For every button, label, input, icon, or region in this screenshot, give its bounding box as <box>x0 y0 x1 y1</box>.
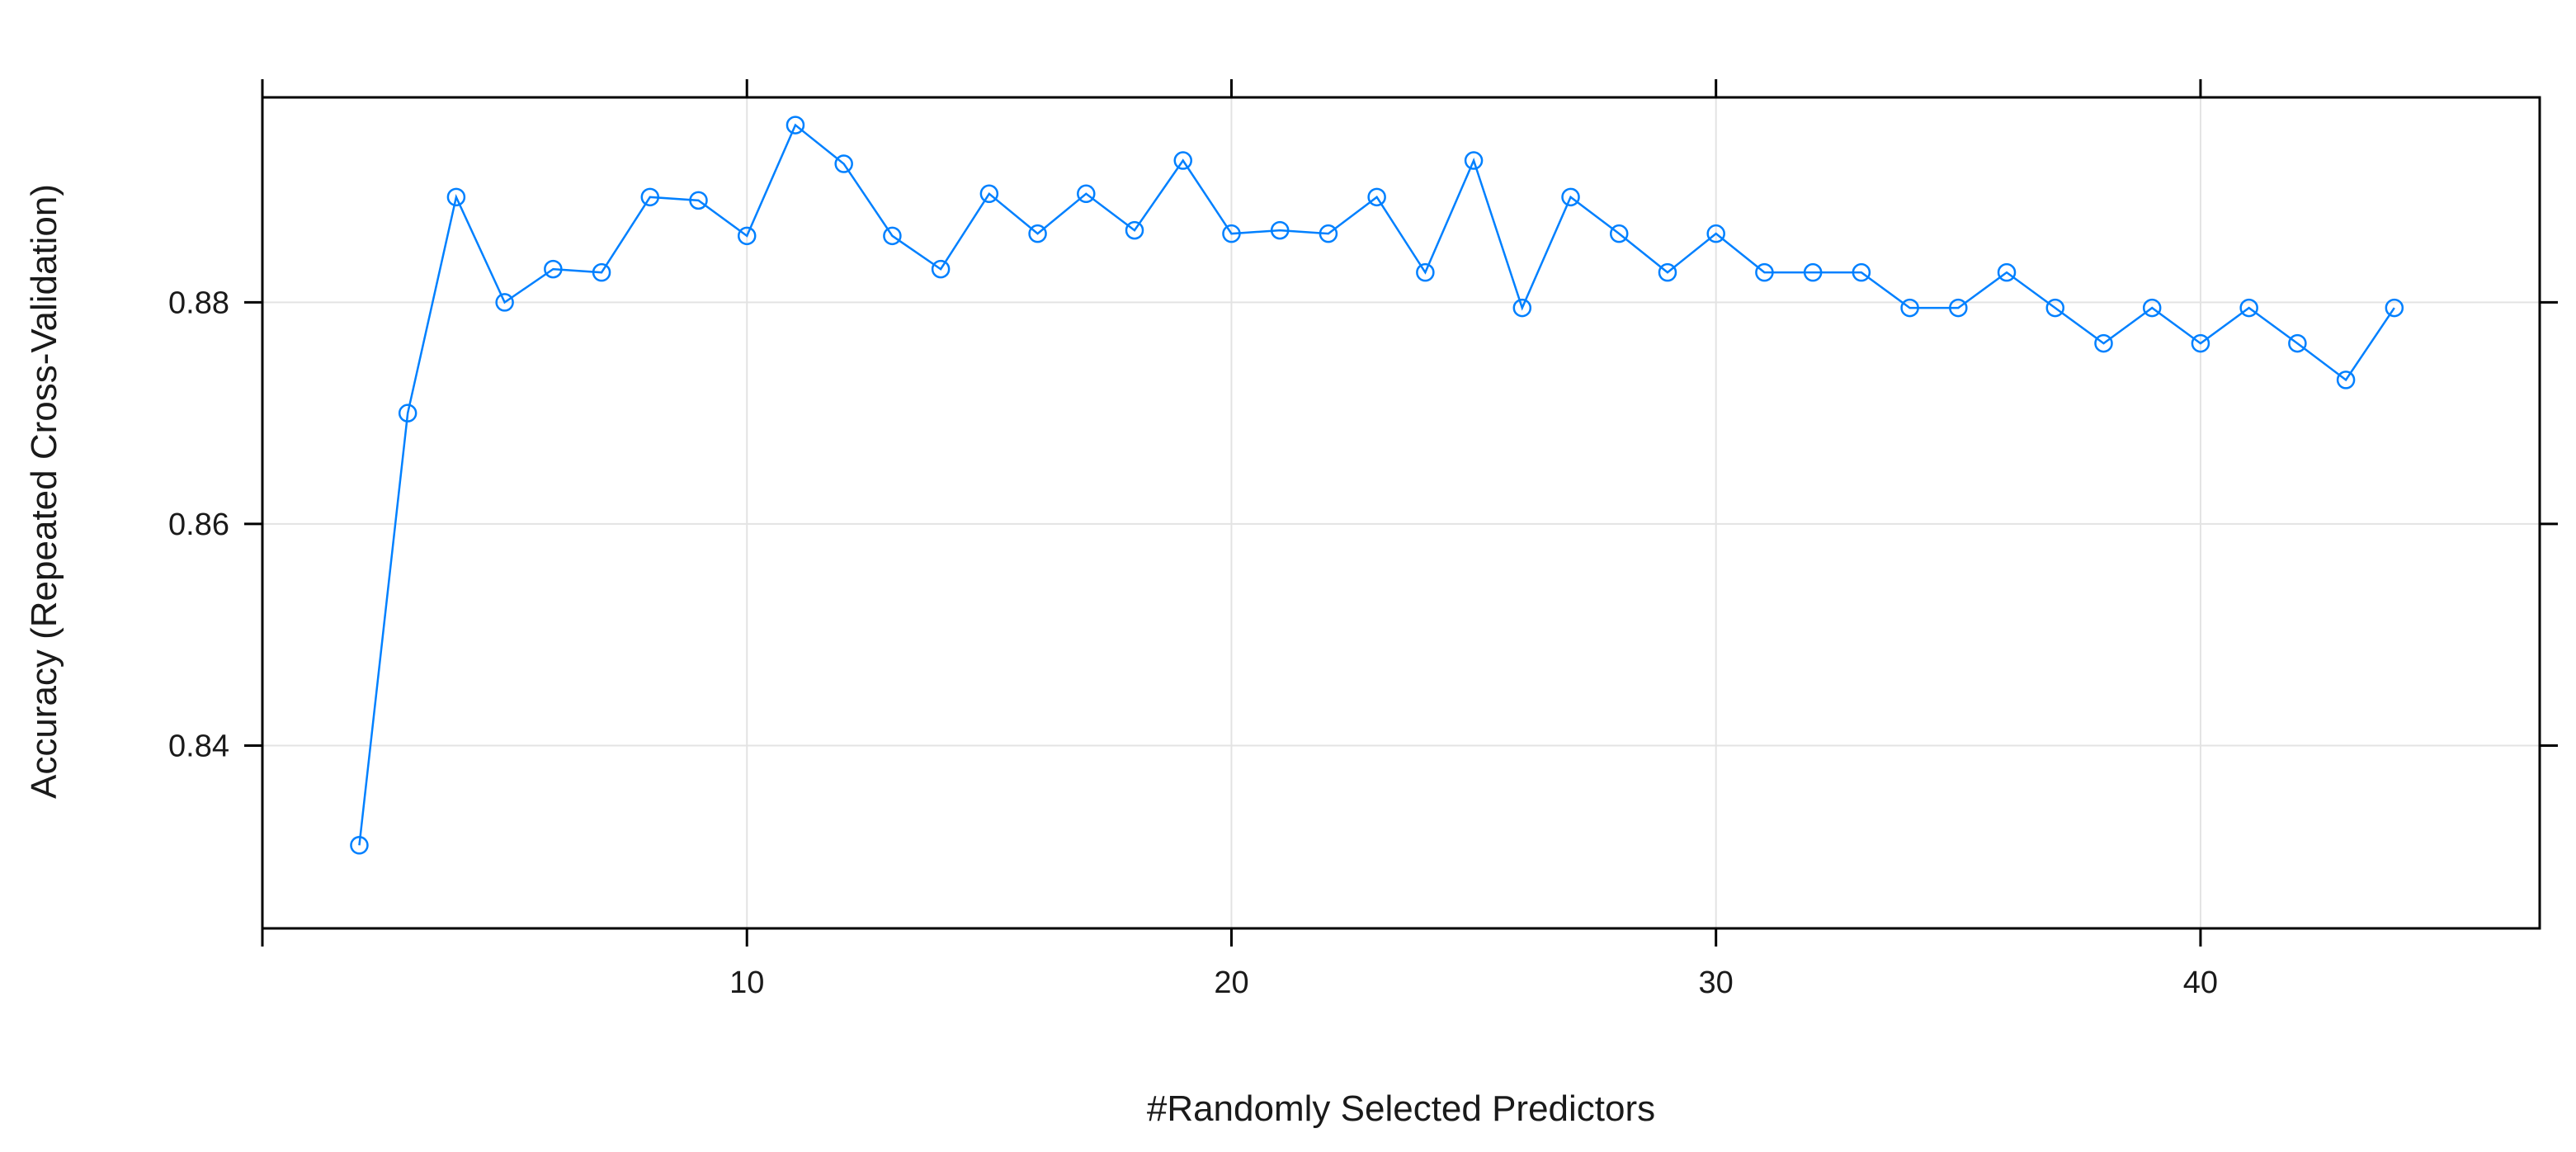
series-line <box>358 123 2395 846</box>
data-point <box>1464 151 1484 170</box>
data-point <box>2385 298 2404 318</box>
x-tick-label: 10 <box>729 966 764 1000</box>
data-point <box>2094 333 2113 353</box>
data-point <box>592 262 611 282</box>
y-tick-label: 0.88 <box>168 286 229 320</box>
data-point <box>1416 262 1435 282</box>
data-point <box>1610 224 1629 243</box>
data-point <box>1852 262 1871 282</box>
data-point <box>883 226 902 246</box>
x-axis-title: #Randomly Selected Predictors <box>1147 1088 1655 1129</box>
axis-labels: 10 20 30 40 0.84 0.86 0.88 #Randomly Selected P… <box>24 184 2218 1129</box>
data-point <box>544 259 563 279</box>
data-point <box>1561 187 1580 207</box>
data-point <box>1900 298 1919 318</box>
data-point <box>1512 298 1532 318</box>
data-point <box>2142 298 2162 318</box>
data-point <box>446 187 466 207</box>
data-point <box>398 404 418 423</box>
data-point <box>1173 151 1192 170</box>
x-tick-label: 40 <box>2183 966 2218 1000</box>
grid-lines <box>262 97 2540 928</box>
data-point <box>1077 184 1096 204</box>
data-point <box>931 259 951 279</box>
data-point <box>2191 333 2210 353</box>
data-point <box>689 191 708 210</box>
y-tick-label: 0.84 <box>168 729 229 763</box>
data-point <box>1803 262 1823 282</box>
data-series <box>350 116 2404 855</box>
data-point <box>1028 224 1047 243</box>
data-point <box>1222 224 1241 243</box>
data-point <box>1270 220 1290 240</box>
data-point <box>786 116 805 135</box>
data-point <box>1997 262 2017 282</box>
axes <box>244 79 2558 947</box>
data-point <box>2288 333 2307 353</box>
x-tick-label: 30 <box>1699 966 1734 1000</box>
data-point <box>1125 220 1144 240</box>
y-tick-label: 0.86 <box>168 508 229 542</box>
data-point <box>2336 371 2356 390</box>
data-point <box>2239 298 2258 318</box>
data-point <box>640 187 660 207</box>
data-point <box>1658 262 1677 282</box>
data-point <box>2045 298 2065 318</box>
data-point <box>979 184 999 204</box>
data-point <box>350 836 369 855</box>
plot-border <box>261 96 2541 930</box>
data-point <box>1706 224 1725 243</box>
data-point <box>834 154 853 173</box>
data-point <box>737 226 757 246</box>
data-point <box>1367 187 1386 207</box>
y-axis-title: Accuracy (Repeated Cross-Validation) <box>24 184 64 799</box>
data-point <box>1755 262 1774 282</box>
x-tick-label: 20 <box>1214 966 1248 1000</box>
data-point <box>1319 224 1338 243</box>
data-point <box>495 293 514 312</box>
data-point <box>1949 298 1968 318</box>
